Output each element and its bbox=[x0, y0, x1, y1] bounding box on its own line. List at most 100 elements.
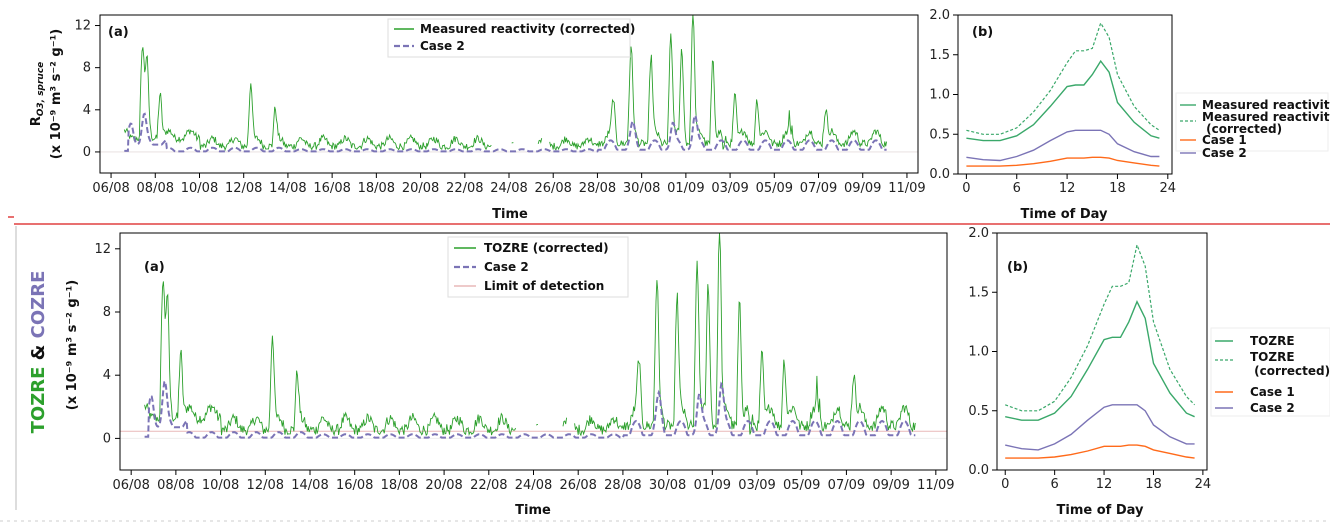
bottom-b-legend-case2: Case 2 bbox=[1250, 401, 1295, 415]
top-b-legend-box bbox=[1175, 92, 1329, 152]
bottom-b-frame bbox=[996, 232, 1208, 471]
bb-xtick-label: 18 bbox=[1145, 477, 1162, 492]
top-b-yticks: 0.0 0.5 1.0 1.5 2.0 bbox=[929, 8, 958, 182]
top-a-ylabel-units: (x 10⁻⁹ m³ s⁻² g⁻¹) bbox=[49, 29, 64, 159]
ba-xtick-label: 18/08 bbox=[381, 478, 418, 493]
ba-xtick-label: 16/08 bbox=[336, 478, 373, 493]
ba-xtick-label: 24/08 bbox=[515, 478, 552, 493]
side-label: TOZRE & COZRE bbox=[28, 271, 49, 434]
bb-xtick-label: 24 bbox=[1195, 477, 1212, 492]
top-a-legend-case2: Case 2 bbox=[420, 39, 465, 53]
bb-xtick-label: 6 bbox=[1051, 477, 1059, 492]
bottom-b-legend-corrected-l2: (corrected) bbox=[1250, 364, 1330, 378]
tb-xtick-label: 6 bbox=[1013, 181, 1021, 196]
bb-ytick-label: 1.5 bbox=[968, 285, 989, 300]
top-a-xlabel: Time bbox=[492, 207, 528, 222]
bottom-b-yticks: 0.0 0.5 1.0 1.5 2.0 bbox=[968, 226, 997, 478]
ba-xtick-label: 12/08 bbox=[247, 478, 284, 493]
tb-xtick-label: 0 bbox=[962, 181, 970, 196]
tb-xtick-label: 12 bbox=[1059, 181, 1076, 196]
top-b-xticks: 0 6 12 18 24 bbox=[962, 174, 1176, 196]
tb-ytick-label: 0.0 bbox=[929, 167, 950, 182]
ta-xtick-label: 03/09 bbox=[711, 181, 748, 196]
tb-ytick-label: 2.0 bbox=[929, 8, 950, 23]
side-label-cozre: COZRE bbox=[28, 271, 49, 339]
top-b-legend-case2: Case 2 bbox=[1202, 146, 1247, 160]
tb-xtick-label: 24 bbox=[1160, 181, 1177, 196]
top-a-ylabel-main: R bbox=[29, 116, 44, 126]
top-a-ylabel-r: RO3, spruce bbox=[29, 62, 46, 127]
top-b-panel: 0.0 0.5 1.0 1.5 2.0 0 6 12 18 24 (b) Time of Day… bbox=[929, 8, 1330, 222]
ba-case2-series bbox=[144, 379, 916, 439]
ta-ytick-label: 12 bbox=[74, 19, 91, 34]
top-a-legend-box bbox=[387, 18, 631, 58]
ta-measured-series bbox=[123, 14, 888, 152]
ba-measured-series bbox=[144, 232, 916, 437]
ta-ytick-label: 8 bbox=[83, 61, 91, 76]
side-label-tozre: TOZRE bbox=[28, 367, 49, 434]
ta-xtick-label: 08/08 bbox=[137, 181, 174, 196]
bottom-b-xlabel: Time of Day bbox=[1057, 503, 1144, 518]
ba-ytick-label: 8 bbox=[103, 305, 111, 320]
side-label-amp: & bbox=[28, 345, 49, 361]
bottom-a-xlabel: Time bbox=[515, 503, 551, 518]
ta-xtick-label: 07/09 bbox=[800, 181, 837, 196]
ba-xtick-label: 09/09 bbox=[872, 478, 909, 493]
top-a-ylabel-sub: O3, spruce bbox=[36, 62, 46, 117]
ta-xtick-label: 06/08 bbox=[92, 181, 129, 196]
ba-xtick-label: 28/08 bbox=[604, 478, 641, 493]
ba-xtick-label: 08/08 bbox=[157, 478, 194, 493]
ba-xtick-label: 10/08 bbox=[202, 478, 239, 493]
top-a-panel: 0 4 8 12 06/08 08/08 10/08 12/08 14/08 16/08 18/0… bbox=[29, 14, 926, 222]
ta-ytick-label: 4 bbox=[83, 103, 91, 118]
ta-xtick-label: 11/09 bbox=[888, 181, 925, 196]
tb-corrected-series bbox=[966, 21, 1160, 135]
bottom-a-label: (a) bbox=[144, 260, 165, 275]
ba-ytick-label: 4 bbox=[103, 368, 111, 383]
bottom-a-legend-tozre: TOZRE (corrected) bbox=[484, 241, 609, 255]
bottom-a-legend-lod: Limit of detection bbox=[484, 279, 604, 293]
tb-ytick-label: 1.5 bbox=[929, 48, 950, 63]
bottom-a-ylabel-units: (x 10⁻⁹ m³ s⁻² g⁻¹) bbox=[65, 280, 80, 410]
tb-case2-series bbox=[966, 129, 1160, 162]
top-b-plot bbox=[966, 21, 1160, 167]
bb-ytick-label: 0.0 bbox=[968, 463, 989, 478]
ta-xtick-label: 14/08 bbox=[269, 181, 306, 196]
ta-xtick-label: 30/08 bbox=[623, 181, 660, 196]
top-a-legend: Measured reactivity (corrected) Case 2 bbox=[387, 18, 635, 58]
bb-case1-series bbox=[1005, 444, 1195, 459]
top-a-legend-measured: Measured reactivity (corrected) bbox=[420, 22, 635, 36]
ba-xtick-label: 14/08 bbox=[291, 478, 328, 493]
bottom-b-legend-corrected: TOZRE (corrected) bbox=[1250, 350, 1330, 378]
ta-xtick-label: 09/09 bbox=[844, 181, 881, 196]
ba-xtick-label: 11/09 bbox=[917, 478, 954, 493]
ta-xtick-label: 26/08 bbox=[534, 181, 571, 196]
ta-xtick-label: 28/08 bbox=[579, 181, 616, 196]
ba-ytick-label: 12 bbox=[94, 242, 111, 257]
ta-xtick-label: 24/08 bbox=[490, 181, 527, 196]
bottom-b-plot bbox=[1004, 242, 1196, 459]
top-a-xticks: 06/08 08/08 10/08 12/08 14/08 16/08 18/08 20/08… bbox=[92, 173, 926, 196]
top-b-xlabel: Time of Day bbox=[1021, 207, 1108, 222]
bottom-a-xticks: 06/08 08/08 10/08 12/08 14/08 16/08 18/08 20/08… bbox=[112, 470, 955, 493]
top-b-legend: Measured reactivity Measured reactivity … bbox=[1175, 92, 1330, 160]
bottom-b-legend: TOZRE TOZRE (corrected) Case 1 Case 2 bbox=[1210, 327, 1330, 417]
top-a-plot bbox=[123, 14, 888, 153]
top-a-yticks: 0 4 8 12 bbox=[74, 19, 100, 160]
bottom-a-legend-box bbox=[447, 236, 629, 298]
ba-xtick-label: 06/08 bbox=[112, 478, 149, 493]
top-b-legend-measured: Measured reactivity bbox=[1202, 98, 1330, 112]
tb-case1-series bbox=[966, 156, 1160, 167]
bb-xtick-label: 12 bbox=[1096, 477, 1113, 492]
bottom-b-xticks: 0 6 12 18 24 bbox=[1001, 470, 1211, 492]
top-b-legend-corrected-l1: Measured reactivity bbox=[1202, 110, 1330, 124]
bottom-a-legend: TOZRE (corrected) Case 2 Limit of detect… bbox=[447, 236, 629, 298]
ta-case2-series bbox=[124, 112, 887, 153]
ba-xtick-label: 22/08 bbox=[470, 478, 507, 493]
top-b-label: (b) bbox=[972, 25, 993, 40]
ba-ytick-label: 0 bbox=[103, 431, 111, 446]
bottom-a-panel: 0 4 8 12 06/08 08/08 10/08 12/08 14/08 16/08 18/0… bbox=[65, 232, 955, 518]
ta-xtick-label: 12/08 bbox=[225, 181, 262, 196]
bb-ytick-label: 0.5 bbox=[968, 404, 989, 419]
